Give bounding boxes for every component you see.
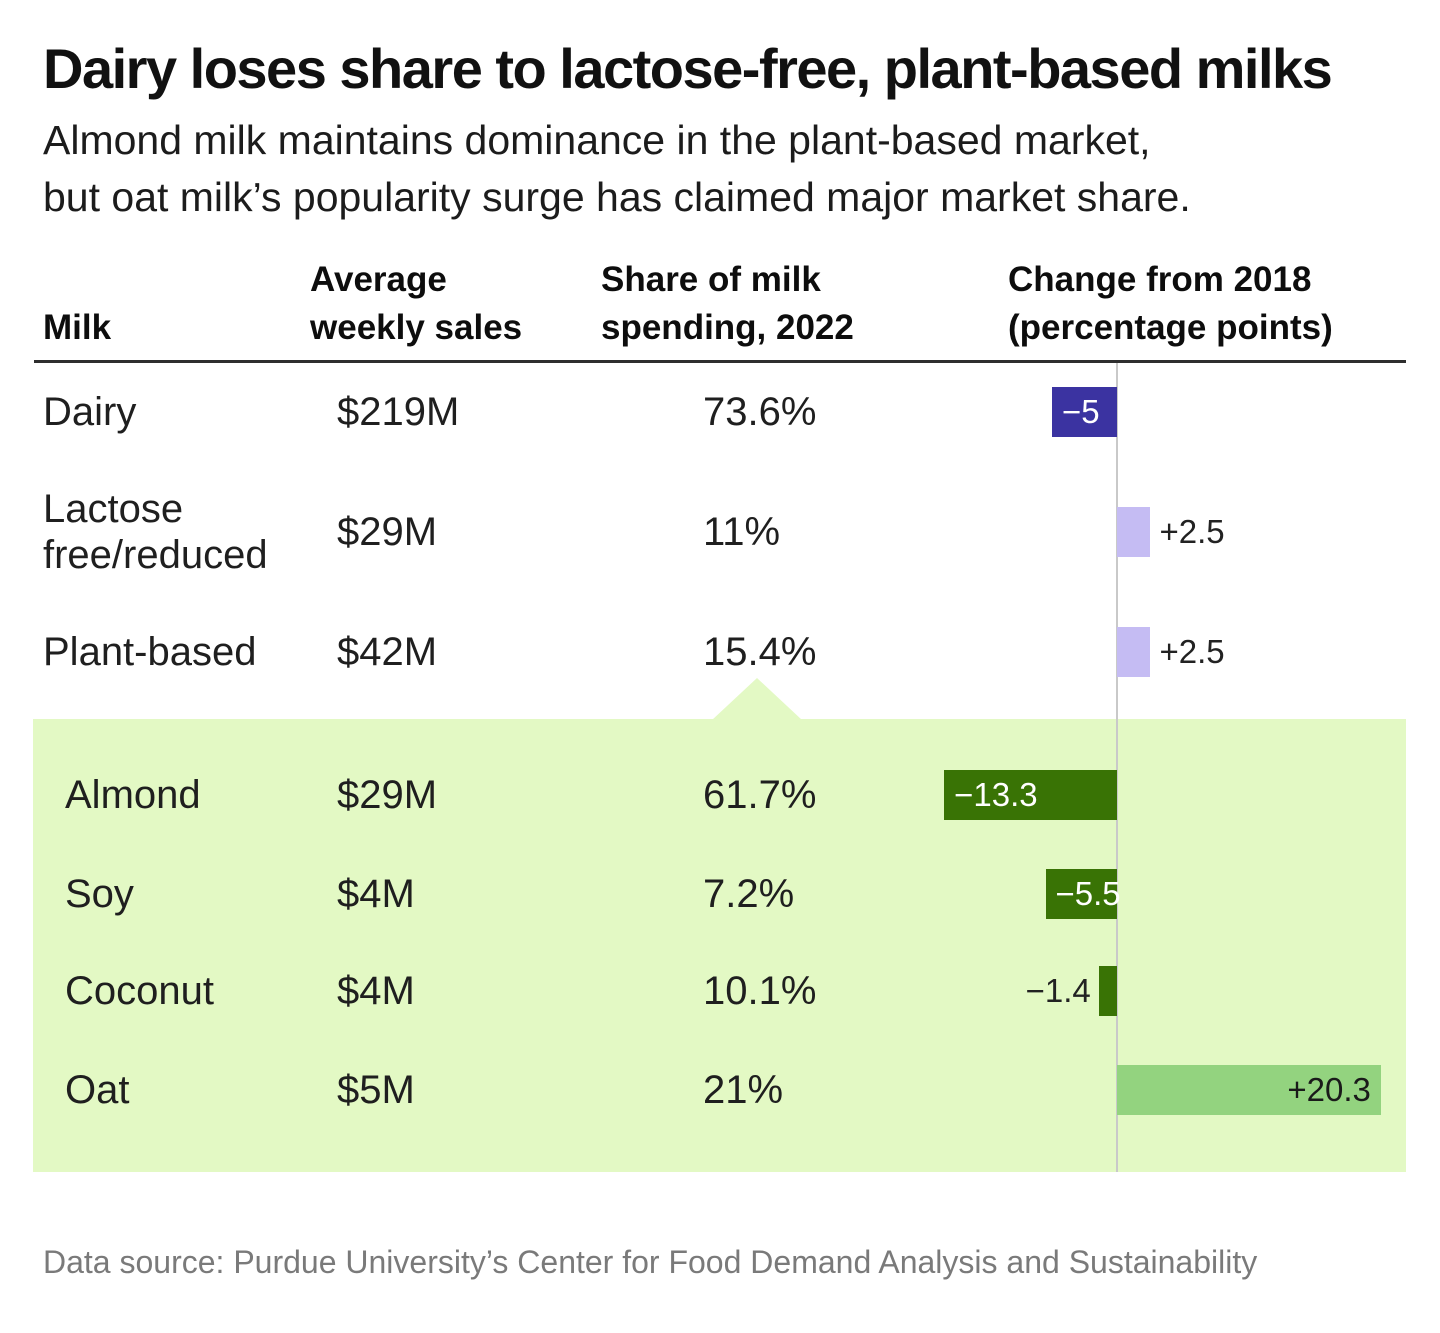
milk-name: Oat bbox=[65, 1068, 130, 1112]
change-bar: −5.5 bbox=[1045, 869, 1121, 919]
change-bar: −1.4 bbox=[1026, 966, 1117, 1016]
sales-value: $29M bbox=[337, 773, 438, 817]
change-value-label: +2.5 bbox=[1159, 633, 1225, 670]
change-bar: +2.5 bbox=[1117, 627, 1225, 677]
column-header-change: Change from 2018 (percentage points) bbox=[1008, 260, 1333, 347]
plant-based-panel-pointer bbox=[712, 678, 802, 720]
change-bar: −13.3 bbox=[944, 770, 1117, 820]
share-value: 11% bbox=[703, 510, 781, 554]
share-value: 7.2% bbox=[703, 872, 795, 916]
milk-name: Dairy bbox=[43, 390, 137, 434]
data-source-note: Data source: Purdue University’s Center … bbox=[43, 1244, 1258, 1280]
table-header-row: Milk Average weekly sales Share of milk … bbox=[0, 240, 1440, 352]
page-title: Dairy loses share to lactose-free, plant… bbox=[43, 37, 1333, 100]
sales-value: $5M bbox=[337, 1068, 415, 1112]
change-value-label: −5 bbox=[1062, 393, 1100, 430]
table-row: Coconut $4M 10.1% −1.4 bbox=[0, 966, 1440, 1016]
header-divider bbox=[34, 360, 1406, 363]
milk-name: Coconut bbox=[65, 969, 214, 1013]
share-value: 21% bbox=[703, 1068, 784, 1112]
table-row: Soy $4M 7.2% −5.5 bbox=[0, 869, 1440, 919]
chart-subtitle: Almond milk maintains dominance in the p… bbox=[43, 117, 1191, 220]
sales-value: $4M bbox=[337, 872, 415, 916]
change-value-label: −1.4 bbox=[1025, 972, 1091, 1009]
share-value: 10.1% bbox=[703, 969, 817, 1013]
sales-value: $29M bbox=[337, 510, 438, 554]
change-value-label: +20.3 bbox=[1287, 1071, 1371, 1108]
sales-value: $4M bbox=[337, 969, 415, 1013]
change-value-label: −5.5 bbox=[1055, 875, 1121, 912]
share-value: 15.4% bbox=[703, 630, 817, 674]
table-row: Lactose free/reduced $29M 11% +2.5 bbox=[0, 487, 1440, 577]
sales-value: $42M bbox=[337, 630, 438, 674]
change-bar: −5 bbox=[1052, 387, 1117, 437]
table-row: Oat $5M 21% +20.3 bbox=[0, 1065, 1440, 1115]
column-header-share: Share of milk spending, 2022 bbox=[601, 260, 854, 347]
sales-value: $219M bbox=[337, 390, 460, 434]
milk-name: Lactose free/reduced bbox=[43, 487, 268, 577]
column-header-milk: Milk bbox=[43, 308, 112, 347]
milk-name: Plant-based bbox=[43, 630, 257, 674]
zero-axis-line bbox=[1116, 363, 1118, 1172]
change-value-label: −13.3 bbox=[954, 776, 1038, 813]
milk-name: Soy bbox=[65, 872, 134, 916]
change-bar: +20.3 bbox=[1117, 1065, 1381, 1115]
change-value-label: +2.5 bbox=[1159, 513, 1225, 550]
column-header-sales: Average weekly sales bbox=[310, 260, 523, 347]
table-row: Almond $29M 61.7% −13.3 bbox=[0, 770, 1440, 820]
milk-name: Almond bbox=[65, 773, 201, 817]
share-value: 73.6% bbox=[703, 390, 817, 434]
table-row: Dairy $219M 73.6% −5 bbox=[0, 387, 1440, 437]
change-bar: +2.5 bbox=[1117, 507, 1225, 557]
table-row: Plant-based $42M 15.4% +2.5 bbox=[0, 627, 1440, 677]
share-value: 61.7% bbox=[703, 773, 817, 817]
